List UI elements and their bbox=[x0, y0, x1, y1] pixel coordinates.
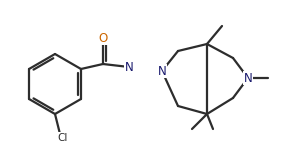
Text: Cl: Cl bbox=[58, 133, 68, 143]
Text: O: O bbox=[98, 32, 108, 44]
Text: N: N bbox=[244, 72, 252, 84]
Text: N: N bbox=[158, 65, 166, 78]
Text: O: O bbox=[98, 32, 108, 44]
Text: N: N bbox=[125, 60, 133, 74]
